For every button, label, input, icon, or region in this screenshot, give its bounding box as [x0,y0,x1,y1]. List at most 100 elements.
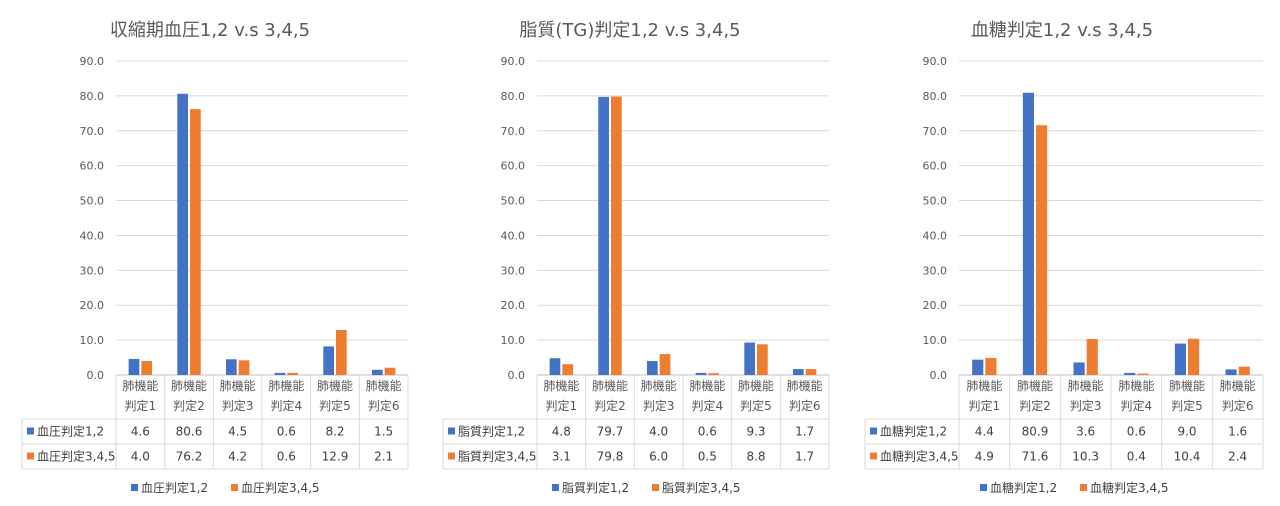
y-tick-label: 40.0 [923,229,948,242]
legend-label: 血圧判定3,4,5 [241,480,320,495]
data-label: 4.6 [131,425,150,439]
chart-2: 脂質(TG)判定1,2 v.s 3,4,5 0.0 10.0 20.0 30.0 40.0… [442,20,830,495]
legend-key [131,484,138,491]
y-tick-label: 30.0 [501,264,526,277]
category-label: 肺機能 [689,378,725,393]
bar-s1-cat4 [695,372,707,375]
y-tick-label: 10.0 [923,334,948,347]
table-series-name: 脂質判定3,4,5 [458,449,537,464]
y-tick-label: 40.0 [80,229,105,242]
bar-s2-cat5 [1188,338,1200,375]
chart-title: 血糖判定1,2 v.s 3,4,5 [971,20,1153,41]
y-tick-label: 30.0 [923,264,948,277]
category-label: 肺機能 [1017,378,1053,393]
category-label: 肺機能 [543,378,579,393]
data-label: 8.2 [325,425,344,439]
bar-s1-cat5 [1174,343,1186,375]
data-label: 10.3 [1072,450,1099,464]
data-label: 4.8 [552,425,571,439]
category-label: 判定4 [271,398,303,413]
bar-s2-cat4 [708,373,720,375]
category-label: 判定4 [692,398,724,413]
table-series-name: 血糖判定1,2 [880,424,947,439]
data-label: 76.2 [176,450,203,464]
y-tick-label: 40.0 [501,229,526,242]
bar-s1-cat1 [972,359,984,375]
category-label: 肺機能 [1068,378,1104,393]
data-label: 4.9 [975,450,994,464]
category-label: 判定5 [740,398,772,413]
category-label: 肺機能 [738,378,774,393]
data-label: 0.6 [1127,425,1146,439]
data-label: 79.7 [597,425,624,439]
category-label: 肺機能 [317,378,353,393]
category-label: 肺機能 [592,378,628,393]
data-label: 71.6 [1022,450,1049,464]
data-label: 0.6 [277,450,296,464]
data-label: 4.4 [975,425,994,439]
category-label: 判定5 [319,398,351,413]
data-label: 1.7 [795,425,814,439]
data-label: 9.3 [746,425,765,439]
data-label: 4.2 [228,450,247,464]
bar-s2-cat3 [238,360,250,375]
data-label: 8.8 [746,450,765,464]
data-label: 2.1 [374,450,393,464]
table-legend-key [27,427,34,435]
bar-s2-cat4 [1137,373,1149,375]
data-label: 2.4 [1228,450,1247,464]
chart-1: 収縮期血圧1,2 v.s 3,4,5 0.0 10.0 20.0 30.0 40.0 50.… [21,20,409,495]
y-tick-label: 60.0 [80,160,105,173]
y-tick-label: 50.0 [923,195,948,208]
bar-s2-cat5 [757,344,768,375]
category-label: 判定4 [1121,398,1153,413]
table-legend-key [448,452,455,460]
category-label: 肺機能 [220,378,256,393]
data-label: 0.5 [698,450,717,464]
legend-label: 血圧判定1,2 [141,480,208,495]
legend-label: 脂質判定1,2 [562,480,629,495]
category-label: 判定6 [1222,398,1254,413]
category-label: 判定2 [1019,398,1051,413]
category-label: 判定1 [125,398,157,413]
category-label: 肺機能 [366,378,402,393]
data-label: 79.8 [597,450,624,464]
table-series-name: 脂質判定1,2 [458,424,525,439]
data-label: 4.0 [649,425,668,439]
bar-s1-cat6 [371,369,383,375]
legend-key [231,484,238,491]
bar-s2-cat3 [1086,339,1098,375]
data-label: 80.9 [1022,425,1049,439]
data-label: 80.6 [176,425,203,439]
category-label: 肺機能 [641,378,677,393]
category-label: 肺機能 [171,378,207,393]
bar-s1-cat3 [225,359,237,375]
category-label: 判定3 [222,398,254,413]
y-tick-label: 0.0 [87,369,105,382]
y-tick-label: 70.0 [80,125,105,138]
bar-s1-cat2 [177,93,188,375]
y-tick-label: 10.0 [501,334,526,347]
legend-label: 血糖判定3,4,5 [1090,480,1169,495]
y-tick-label: 80.0 [501,90,526,103]
y-tick-label: 80.0 [923,90,948,103]
y-tick-label: 90.0 [501,55,526,68]
data-label: 4.5 [228,425,247,439]
bar-s1-cat1 [549,358,561,375]
category-label: 判定1 [546,398,578,413]
y-tick-label: 90.0 [80,55,105,68]
category-label: 判定3 [1070,398,1102,413]
y-tick-label: 80.0 [80,90,105,103]
y-tick-label: 0.0 [930,369,948,382]
bar-s2-cat1 [141,361,153,375]
y-tick-label: 70.0 [923,125,948,138]
table-series-name: 血糖判定3,4,5 [880,449,959,464]
category-label: 判定1 [969,398,1001,413]
bar-s2-cat3 [659,354,671,375]
data-label: 1.6 [1228,425,1247,439]
table-series-name: 血圧判定3,4,5 [37,449,116,464]
table-legend-key [870,452,877,460]
y-tick-label: 0.0 [508,369,526,382]
y-tick-label: 70.0 [501,125,526,138]
